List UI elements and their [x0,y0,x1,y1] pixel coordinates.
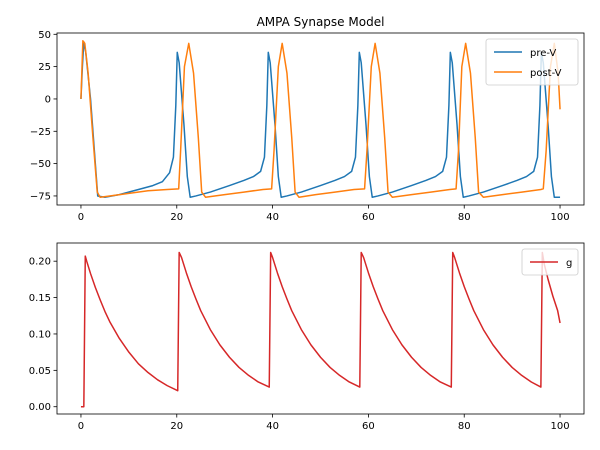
legend-label: pre-V [530,48,556,59]
legend-label: post-V [530,68,562,79]
x-tick-label: 100 [550,421,569,432]
x-tick-label: 60 [362,212,375,223]
x-tick-label: 20 [170,421,183,432]
x-tick-label: 0 [78,212,84,223]
legend-label: g [566,258,572,269]
y-tick-label: 0.15 [29,293,51,304]
x-tick-label: 100 [550,212,569,223]
series-line-post-v [80,40,561,198]
y-tick-label: 0.20 [29,257,51,268]
y-tick-label: −25 [30,127,51,138]
x-tick-label: 20 [170,212,183,223]
series-line-g [80,251,561,408]
bottom-panel: 0 20 40 60 80 100 0.00 0.05 0.10 0.15 0.20 g [29,242,585,432]
legend: pre-V post-V [485,38,579,86]
axes-frame [56,32,585,206]
y-tick-label: 0.00 [29,402,51,413]
y-tick-label: 0.10 [29,329,51,340]
x-tick-label: 80 [458,212,471,223]
y-tick-label: 25 [38,62,51,73]
series-line-pre-v [80,41,561,198]
x-tick-label: 0 [78,421,84,432]
y-tick-label: 0.05 [29,366,51,377]
x-tick-label: 40 [266,421,279,432]
y-tick-label: −75 [30,191,51,202]
legend-box [485,38,579,86]
y-tick-label: −50 [30,159,51,170]
x-tick-label: 80 [458,421,471,432]
legend: g [521,248,579,276]
axes-frame [56,242,585,415]
y-tick-label: 50 [38,30,51,41]
x-tick-label: 40 [266,212,279,223]
chart-title: AMPA Synapse Model [257,15,385,29]
y-tick-label: 0 [45,94,51,105]
top-panel: 0 20 40 60 80 100 −75 −50 −25 0 25 50 pre-V post-V [30,30,585,223]
x-tick-label: 60 [362,421,375,432]
